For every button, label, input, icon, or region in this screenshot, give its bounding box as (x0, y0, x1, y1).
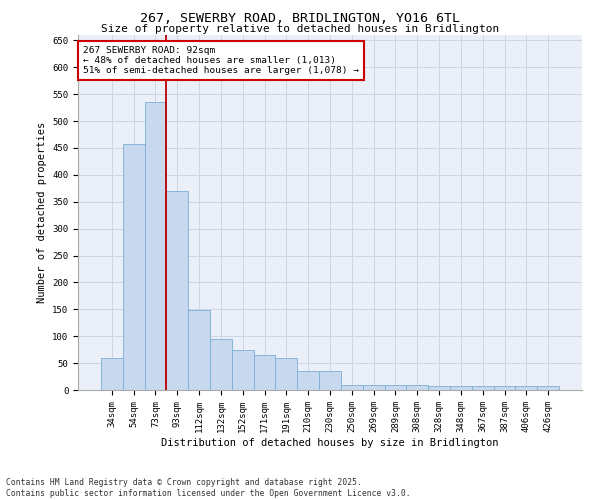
Bar (363, 384, 385, 390)
Bar (232, 350, 254, 390)
Bar (537, 386, 559, 390)
Bar (188, 310, 210, 390)
Text: 267, SEWERBY ROAD, BRIDLINGTON, YO16 6TL: 267, SEWERBY ROAD, BRIDLINGTON, YO16 6TL (140, 12, 460, 26)
Bar (428, 386, 450, 390)
Bar (145, 102, 166, 390)
Bar (450, 386, 472, 390)
Bar (319, 371, 341, 390)
Text: 267 SEWERBY ROAD: 92sqm
← 48% of detached houses are smaller (1,013)
51% of semi: 267 SEWERBY ROAD: 92sqm ← 48% of detache… (83, 46, 359, 76)
Bar (297, 371, 319, 390)
Text: Size of property relative to detached houses in Bridlington: Size of property relative to detached ho… (101, 24, 499, 34)
Bar (341, 384, 363, 390)
Bar (123, 144, 145, 390)
Text: Contains HM Land Registry data © Crown copyright and database right 2025.
Contai: Contains HM Land Registry data © Crown c… (6, 478, 410, 498)
Bar (515, 386, 537, 390)
X-axis label: Distribution of detached houses by size in Bridlington: Distribution of detached houses by size … (161, 438, 499, 448)
Bar (101, 358, 123, 390)
Bar (472, 386, 494, 390)
Bar (385, 384, 406, 390)
Y-axis label: Number of detached properties: Number of detached properties (37, 122, 47, 303)
Bar (406, 384, 428, 390)
Bar (494, 386, 515, 390)
Bar (210, 339, 232, 390)
Bar (275, 358, 297, 390)
Bar (166, 191, 188, 390)
Bar (254, 355, 275, 390)
